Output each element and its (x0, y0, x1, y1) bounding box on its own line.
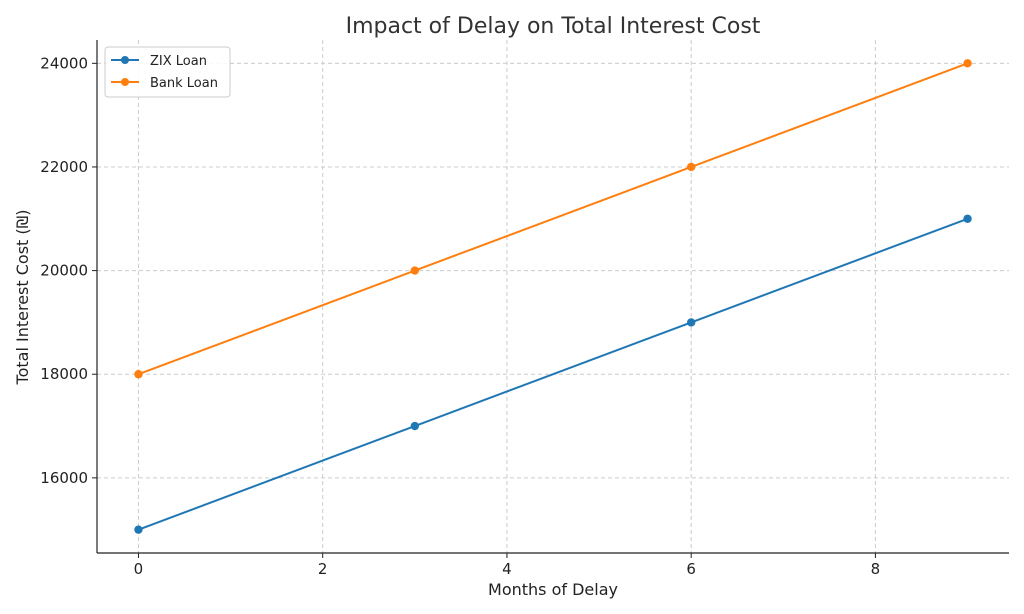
y-ticks: 16000 18000 20000 22000 24000 (40, 54, 97, 487)
zix-loan-legend-label: ZIX Loan (150, 54, 207, 69)
zix-loan-point (686, 318, 696, 327)
x-tick-label: 8 (871, 560, 881, 578)
y-tick-label: 18000 (40, 365, 88, 383)
chart-title: Impact of Delay on Total Interest Cost (346, 14, 761, 39)
y-tick-label: 20000 (40, 262, 88, 280)
zix-loan-point (410, 421, 420, 431)
y-tick-label: 24000 (40, 54, 88, 72)
y-axis-label: Total Interest Cost (₪) (13, 210, 32, 386)
bank-loan-legend-marker (121, 78, 129, 86)
x-tick-label: 4 (502, 560, 512, 578)
bank-loan-point (686, 162, 696, 172)
x-tick-label: 6 (686, 560, 696, 578)
bank-loan-line (138, 62, 968, 376)
bank-loan-point (410, 266, 420, 275)
x-tick-label: 2 (318, 560, 328, 578)
bank-loan-legend-label: Bank Loan (150, 76, 218, 91)
zix-loan-line (138, 217, 968, 531)
grid (97, 40, 1009, 553)
x-axis-label: Months of Delay (488, 580, 618, 599)
zix-loan-legend-marker (121, 56, 129, 64)
zix-loan-point (134, 525, 143, 534)
series-layer (134, 59, 972, 534)
x-tick-label: 0 (134, 560, 144, 578)
legend: ZIX Loan Bank Loan (104, 46, 231, 98)
axes (96, 40, 1009, 554)
x-ticks: 0 2 4 6 8 (134, 553, 881, 578)
bank-loan-point (963, 59, 972, 68)
y-tick-label: 16000 (40, 469, 88, 487)
y-tick-label: 22000 (40, 158, 88, 176)
zix-loan-point (963, 214, 972, 223)
bank-loan-point (134, 370, 143, 379)
